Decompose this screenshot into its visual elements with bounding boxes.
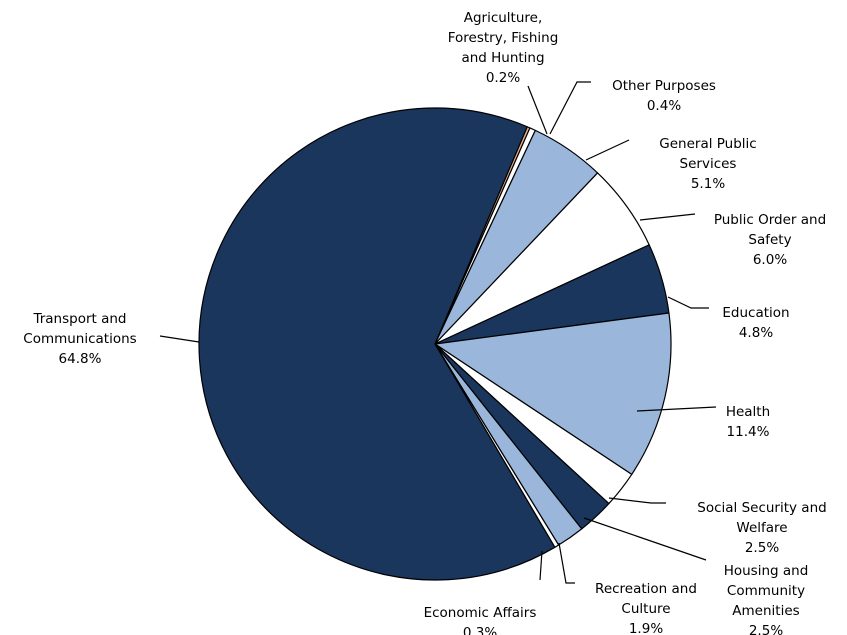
slice-category: Community <box>727 583 805 599</box>
slice-percent: 6.0% <box>753 252 787 268</box>
slice-percent: 5.1% <box>691 176 725 192</box>
slice-percent: 4.8% <box>739 325 773 341</box>
slice-category: Public Order and <box>714 212 826 228</box>
slice-label: General Public Services 5.1% <box>659 136 756 192</box>
slice-percent: 11.4% <box>727 424 770 440</box>
pie-slice <box>198 107 556 581</box>
slice-category: Transport and <box>32 311 126 327</box>
leader-line <box>558 542 575 584</box>
slice-label: Agriculture, Forestry, Fishing and Hunting… <box>448 10 559 86</box>
slice-label: Public Order and Safety 6.0% <box>714 212 826 268</box>
slice-label: Social Security and Welfare 2.5% <box>697 500 826 556</box>
slice-category: Health <box>726 404 770 420</box>
slice-category: and Hunting <box>461 50 544 66</box>
leader-line <box>527 85 548 135</box>
slice-category: Welfare <box>736 520 787 536</box>
slice-category: Education <box>722 305 789 321</box>
leader-line <box>159 335 200 343</box>
slice-label: Education 4.8% <box>722 305 789 341</box>
leader-lines <box>159 81 717 584</box>
slice-category: Culture <box>621 601 670 617</box>
slice-category: Forestry, Fishing <box>448 30 559 46</box>
slice-category: Social Security and <box>697 500 826 516</box>
slice-category: Economic Affairs <box>424 605 537 621</box>
pie-slices <box>198 107 672 581</box>
leader-line <box>583 517 707 561</box>
slice-label: Economic Affairs 0.3% <box>424 605 537 635</box>
slice-labels: Agriculture, Forestry, Fishing and Hunting… <box>23 10 826 635</box>
slice-percent: 0.2% <box>486 70 520 86</box>
slice-label: Transport and Communications 64.8% <box>23 311 136 367</box>
slice-percent: 0.4% <box>647 98 681 114</box>
slice-category: Other Purposes <box>612 78 716 94</box>
slice-category: Agriculture, <box>464 10 543 26</box>
slice-percent: 2.5% <box>749 623 783 635</box>
slice-category: Amenities <box>732 603 799 619</box>
leader-line <box>608 497 666 504</box>
slice-percent: 0.3% <box>463 625 497 635</box>
slice-percent: 1.9% <box>629 621 663 635</box>
slice-category: Communications <box>23 331 136 347</box>
slice-category: General Public <box>659 136 756 152</box>
leader-line <box>539 550 543 581</box>
slice-label: Housing and Community Amenities 2.5% <box>724 563 809 635</box>
leader-line <box>549 81 591 135</box>
slice-category: Recreation and <box>595 581 697 597</box>
slice-percent: 64.8% <box>59 351 102 367</box>
slice-label: Other Purposes 0.4% <box>612 78 716 114</box>
leader-line <box>639 213 696 221</box>
slice-percent: 2.5% <box>745 540 779 556</box>
slice-label: Recreation and Culture 1.9% <box>595 581 697 635</box>
slice-label: Health 11.4% <box>726 404 770 440</box>
leader-line <box>667 296 709 309</box>
leader-line <box>636 406 717 412</box>
slice-category: Safety <box>748 232 791 248</box>
slice-category: Housing and <box>724 563 809 579</box>
slice-category: Services <box>680 156 737 172</box>
leader-line <box>585 139 630 161</box>
pie-slice <box>434 312 672 475</box>
